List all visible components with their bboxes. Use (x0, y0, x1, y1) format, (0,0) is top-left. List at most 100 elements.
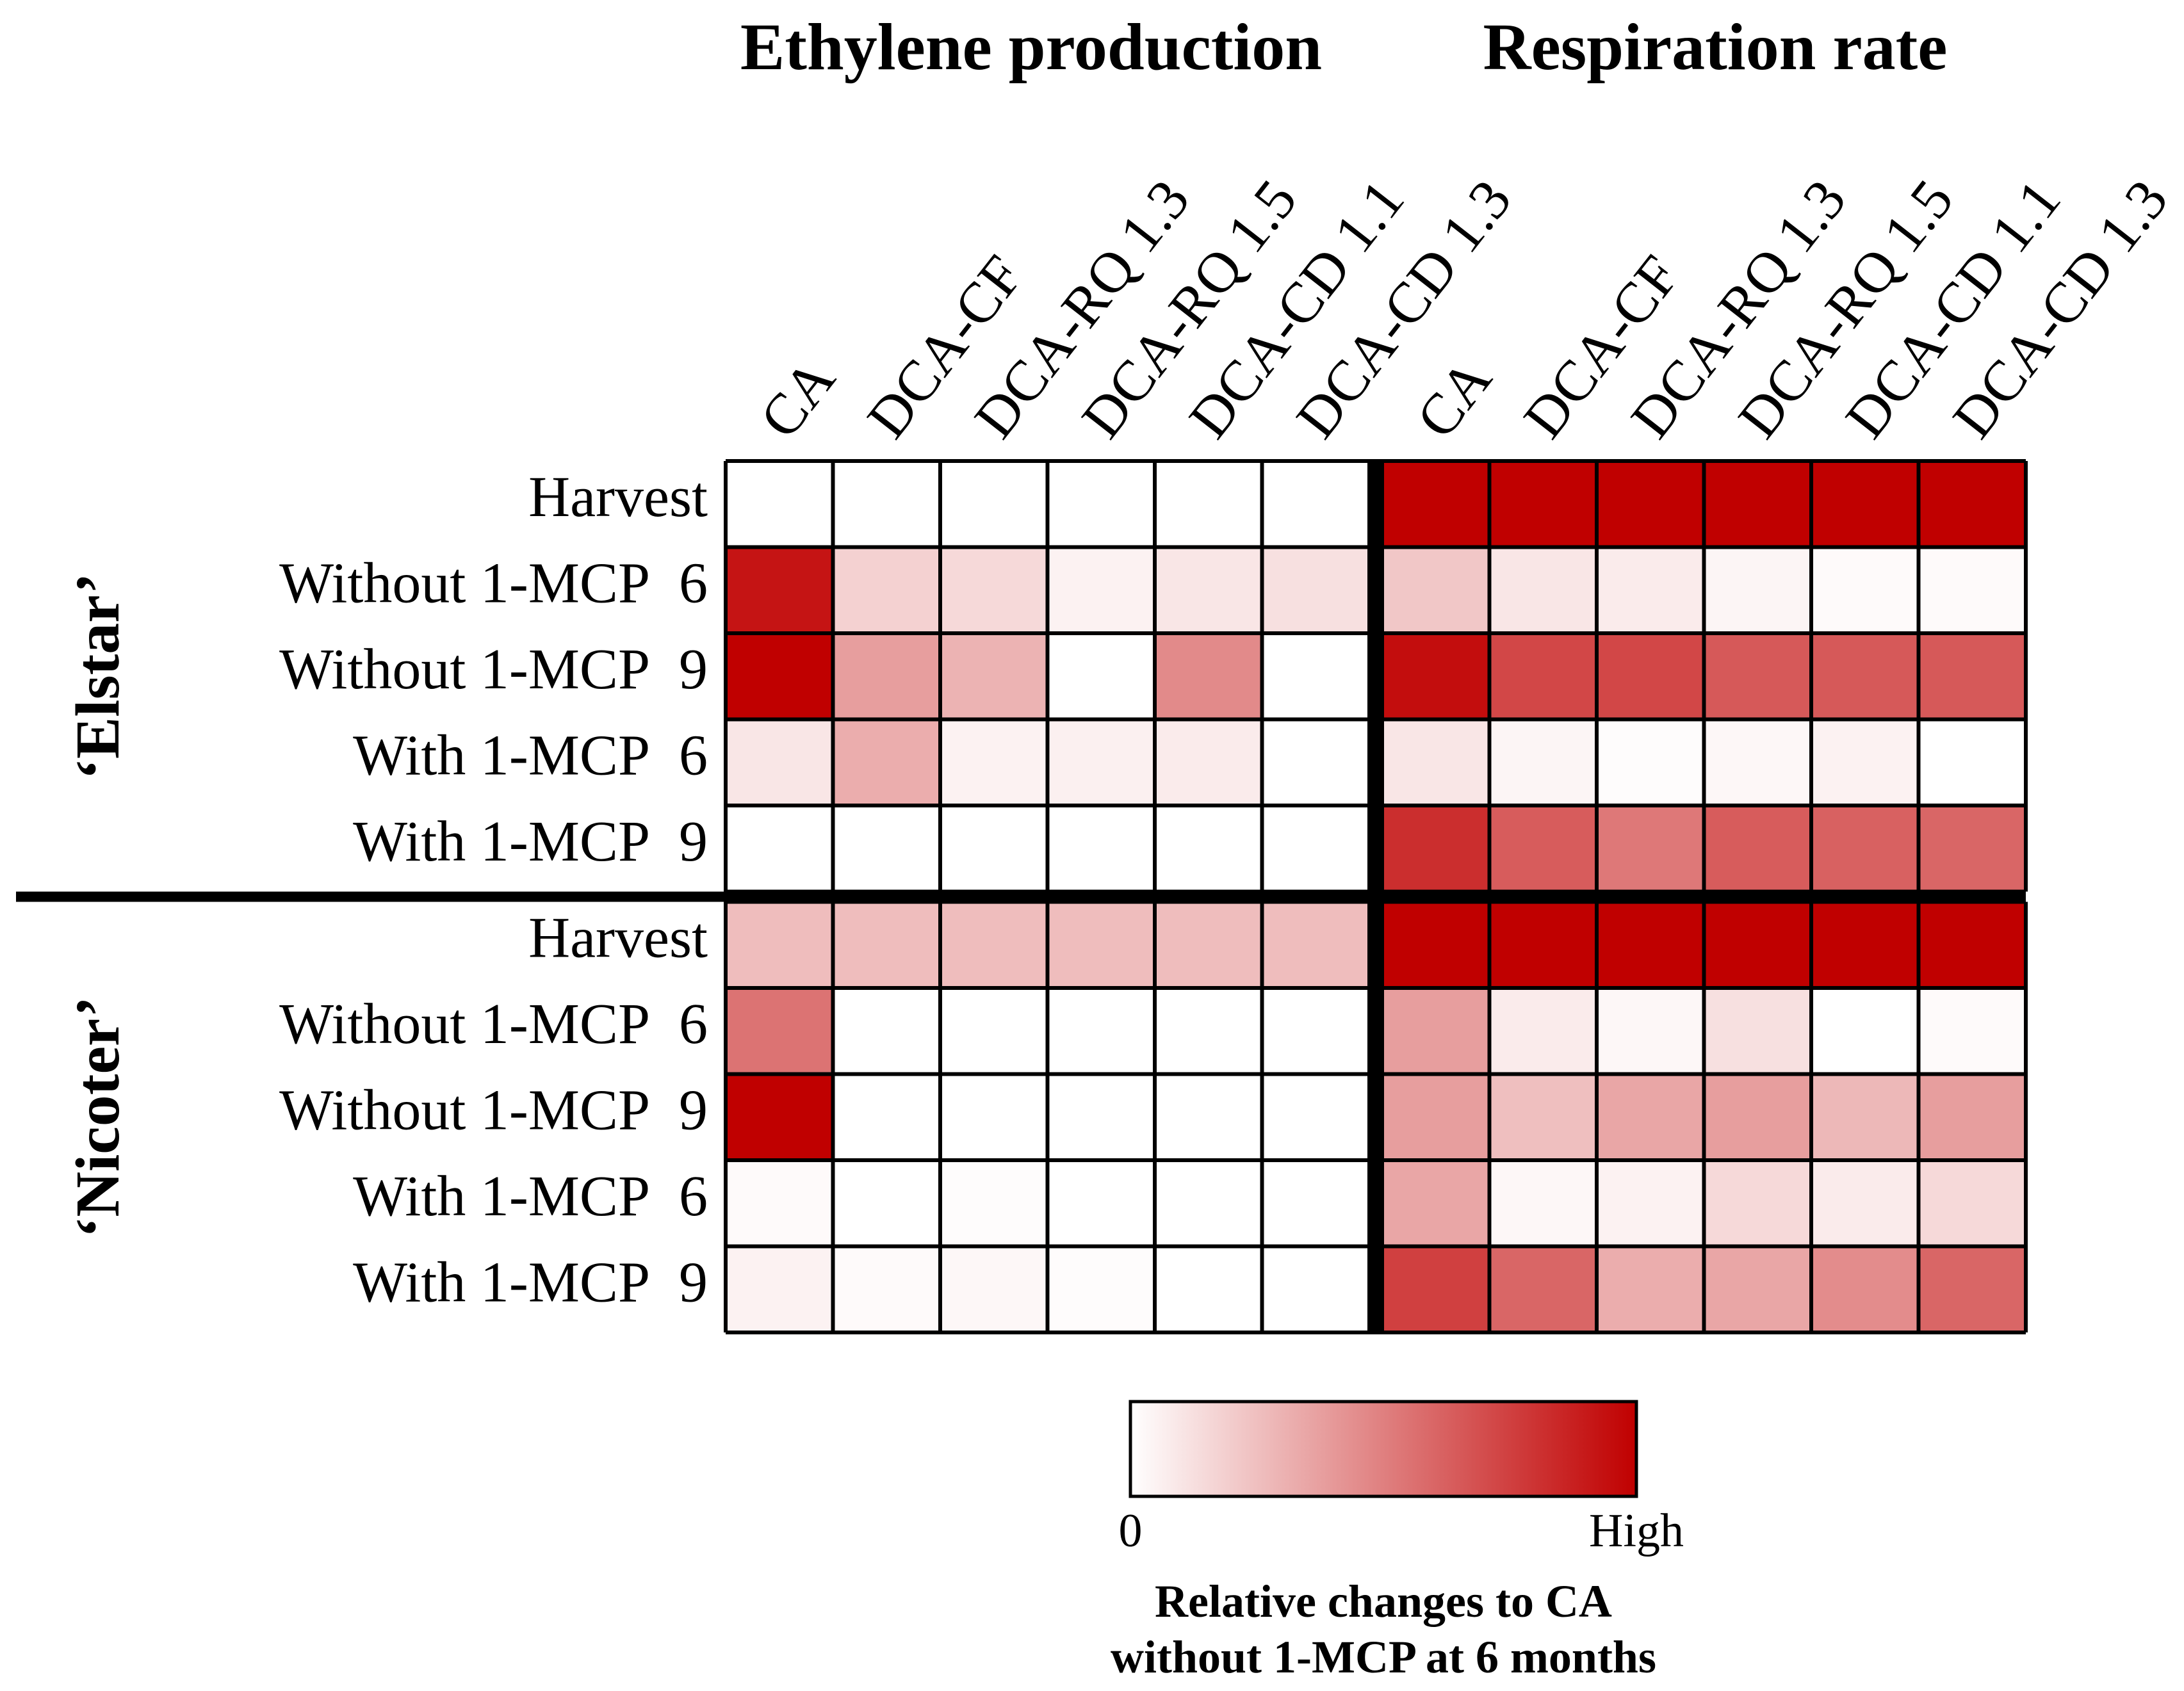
heatmap-cell-respiration (1382, 902, 1490, 988)
heatmap-cells (726, 461, 2026, 1332)
heatmap-cell-respiration (1918, 988, 2026, 1074)
heatmap-cell-respiration (1704, 547, 1811, 633)
heatmap-cell-respiration (1597, 1160, 1704, 1247)
colorbar-caption-line1: Relative changes to CA (1155, 1576, 1612, 1627)
heatmap-cell-ethylene (940, 805, 1048, 892)
heatmap-cell-ethylene (1047, 1246, 1155, 1332)
heatmap-cell-ethylene (1047, 1160, 1155, 1247)
panel-divider (1369, 459, 1382, 894)
heatmap-cell-respiration (1704, 988, 1811, 1074)
heatmap-cell-respiration (1597, 1074, 1704, 1160)
heatmap-cell-ethylene (940, 461, 1048, 547)
heatmap-cell-ethylene (833, 1160, 940, 1247)
heatmap-cell-ethylene (833, 547, 940, 633)
heatmap-cell-ethylene (726, 1074, 833, 1160)
heatmap-grid (16, 459, 2028, 1334)
heatmap-cell-respiration (1811, 1074, 1919, 1160)
heatmap-cell-ethylene (1047, 1074, 1155, 1160)
row-label: Without 1-MCP 9 (279, 638, 708, 701)
heatmap-cell-respiration (1382, 633, 1490, 720)
heatmap-cell-respiration (1597, 547, 1704, 633)
heatmap-cell-ethylene (1047, 719, 1155, 805)
heatmap-cell-respiration (1811, 633, 1919, 720)
heatmap-cell-ethylene (1155, 902, 1262, 988)
heatmap-cell-ethylene (1262, 902, 1369, 988)
heatmap-cell-respiration (1704, 1160, 1811, 1247)
row-label: Without 1-MCP 6 (279, 992, 708, 1056)
heatmap-cell-respiration (1811, 805, 1919, 892)
row-label: With 1-MCP 6 (353, 1165, 708, 1228)
heatmap-cell-respiration (1489, 988, 1597, 1074)
heatmap-cell-ethylene (1047, 547, 1155, 633)
heatmap-cell-ethylene (1047, 805, 1155, 892)
row-labels: Harvest Without 1-MCP 6 Without 1-MCP 9 Wit… (279, 465, 708, 1315)
heatmap-cell-respiration (1918, 633, 2026, 720)
heatmap-cell-ethylene (940, 1160, 1048, 1247)
heatmap-cell-ethylene (1262, 1074, 1369, 1160)
panel-title-respiration: Respiration rate (1483, 10, 1948, 84)
heatmap-cell-respiration (1811, 1246, 1919, 1332)
heatmap-cell-ethylene (1262, 633, 1369, 720)
heatmap-cell-ethylene (1262, 461, 1369, 547)
heatmap-cell-respiration (1489, 461, 1597, 547)
heatmap-cell-ethylene (726, 547, 833, 633)
heatmap-cell-ethylene (1047, 633, 1155, 720)
heatmap-cell-ethylene (726, 1160, 833, 1247)
panel-divider (1369, 900, 1382, 1334)
heatmap-cell-ethylene (726, 805, 833, 892)
heatmap-cell-respiration (1597, 805, 1704, 892)
heatmap-cell-respiration (1489, 1074, 1597, 1160)
heatmap-cell-respiration (1918, 1074, 2026, 1160)
colorbar-caption-line2: without 1-MCP at 6 months (1111, 1631, 1656, 1683)
heatmap-cell-ethylene (1155, 633, 1262, 720)
heatmap-cell-ethylene (1262, 988, 1369, 1074)
heatmap-cell-respiration (1382, 719, 1490, 805)
heatmap-cell-ethylene (1047, 902, 1155, 988)
heatmap-cell-ethylene (833, 805, 940, 892)
heatmap-cell-ethylene (833, 1246, 940, 1332)
row-label: With 1-MCP 9 (353, 810, 708, 873)
colorbar-min-label: 0 (1119, 1505, 1143, 1557)
heatmap-cell-respiration (1811, 461, 1919, 547)
row-label: Without 1-MCP 6 (279, 552, 708, 615)
heatmap-cell-ethylene (1155, 719, 1262, 805)
heatmap-cell-respiration (1489, 805, 1597, 892)
heatmap-cell-ethylene (1155, 1246, 1262, 1332)
heatmap-cell-respiration (1704, 1246, 1811, 1332)
heatmap-cell-ethylene (833, 988, 940, 1074)
heatmap-cell-respiration (1811, 1160, 1919, 1247)
colorbar-max-label: High (1589, 1505, 1684, 1557)
colorbar (1129, 1400, 1638, 1498)
panel-title-ethylene: Ethylene production (740, 10, 1322, 84)
heatmap-cell-respiration (1382, 547, 1490, 633)
heatmap-cell-respiration (1918, 805, 2026, 892)
heatmap-cell-respiration (1811, 902, 1919, 988)
heatmap-cell-ethylene (833, 1074, 940, 1160)
heatmap-cell-ethylene (940, 902, 1048, 988)
heatmap-cell-ethylene (726, 461, 833, 547)
heatmap-cell-respiration (1918, 719, 2026, 805)
heatmap-cell-respiration (1918, 902, 2026, 988)
heatmap-cell-ethylene (833, 633, 940, 720)
heatmap-cell-ethylene (940, 547, 1048, 633)
heatmap-cell-respiration (1597, 902, 1704, 988)
heatmap-cell-ethylene (1155, 805, 1262, 892)
row-label: Harvest (528, 907, 708, 970)
heatmap-cell-ethylene (1262, 1246, 1369, 1332)
heatmap-cell-ethylene (726, 633, 833, 720)
heatmap-cell-respiration (1704, 1074, 1811, 1160)
heatmap-cell-ethylene (833, 719, 940, 805)
heatmap-cell-ethylene (940, 988, 1048, 1074)
group-separator (16, 891, 2026, 902)
column-label-respiration-1: CA (1405, 348, 1504, 449)
heatmap-cell-ethylene (1047, 461, 1155, 547)
heatmap-cell-ethylene (940, 719, 1048, 805)
heatmap-cell-ethylene (1262, 719, 1369, 805)
heatmap-cell-respiration (1382, 1160, 1490, 1247)
heatmap-cell-respiration (1489, 719, 1597, 805)
heatmap-cell-ethylene (726, 988, 833, 1074)
heatmap-cell-respiration (1489, 547, 1597, 633)
heatmap-cell-ethylene (940, 633, 1048, 720)
